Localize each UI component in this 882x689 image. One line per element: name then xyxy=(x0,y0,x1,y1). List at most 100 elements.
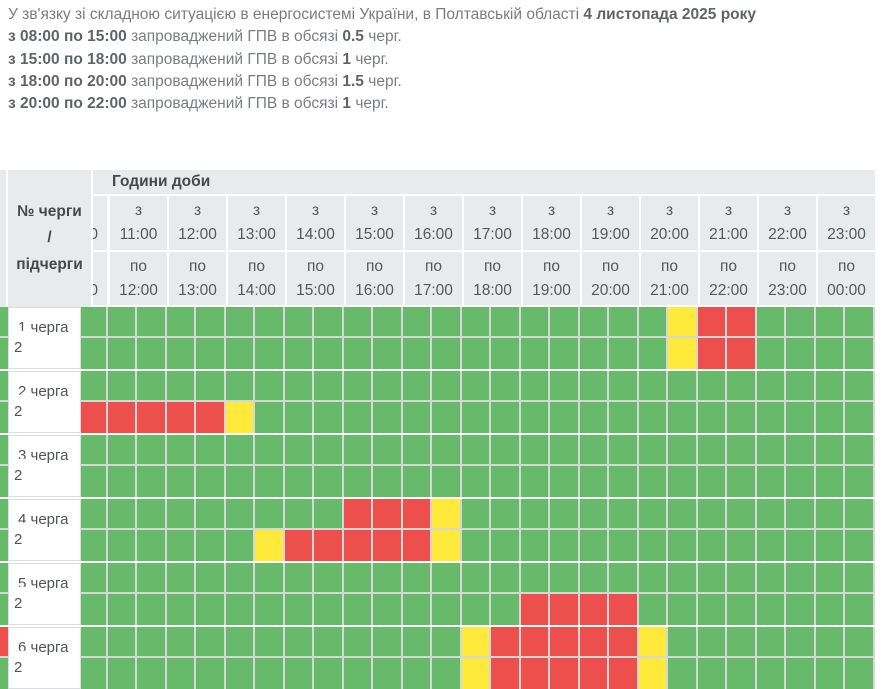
schedule-cell xyxy=(167,338,196,369)
schedule-cell xyxy=(580,435,609,466)
schedule-cell xyxy=(698,530,727,561)
schedule-cell xyxy=(845,499,875,530)
queue-block: 6 черга 2 xyxy=(0,627,875,689)
schedule-cell xyxy=(668,338,698,369)
schedule-cell xyxy=(314,338,344,369)
schedule-cell xyxy=(167,435,196,466)
queue-name: 3 черга xyxy=(18,447,69,464)
schedule-cell xyxy=(786,658,816,689)
queue-sub-number: 2 xyxy=(14,659,23,676)
queue-row xyxy=(0,371,875,402)
schedule-cell xyxy=(462,338,491,369)
schedule-cell xyxy=(432,594,462,625)
schedule-cell xyxy=(757,371,786,402)
schedule-cell xyxy=(108,594,137,625)
schedule-cell xyxy=(167,627,196,658)
schedule-cell xyxy=(81,594,108,625)
schedule-cell xyxy=(285,307,314,338)
intro-line-1-text: У зв'язку зі складною ситуацією в енерго… xyxy=(8,6,580,23)
schedule-cell xyxy=(432,658,462,689)
schedule-cell xyxy=(196,658,226,689)
queue-row xyxy=(0,402,875,433)
schedule-cell xyxy=(255,658,285,689)
queue-name: 5 черга xyxy=(18,575,69,592)
schedule-cell xyxy=(491,563,521,594)
schedule-cell xyxy=(698,658,727,689)
schedule-cell xyxy=(550,627,580,658)
schedule-cell xyxy=(81,563,108,594)
schedule-cell xyxy=(255,371,285,402)
schedule-suffix: черг. xyxy=(355,95,389,113)
schedule-cell xyxy=(462,371,491,402)
schedule-cell xyxy=(786,402,816,433)
schedule-period: з 18:00 по 20:00 xyxy=(8,72,127,90)
schedule-cell xyxy=(727,402,757,433)
intro-text: У зв'язку зі складною ситуацією в енерго… xyxy=(8,4,756,115)
schedule-cell xyxy=(167,563,196,594)
queue-block: 5 черга 2 xyxy=(0,563,875,625)
schedule-cell xyxy=(550,307,580,338)
queue-number: 2 xyxy=(18,383,27,400)
schedule-cell xyxy=(167,658,196,689)
schedule-cell xyxy=(845,627,875,658)
schedule-cell xyxy=(668,627,698,658)
schedule-cell xyxy=(491,466,521,497)
queue-row xyxy=(0,530,875,561)
time-col-header: по 16:00 xyxy=(346,252,403,305)
schedule-cell xyxy=(226,563,255,594)
schedule-cell xyxy=(255,466,285,497)
queue-label: 2 черга 2 xyxy=(8,371,81,433)
schedule-cell xyxy=(137,594,167,625)
schedule-cell xyxy=(757,594,786,625)
schedule-cell xyxy=(521,499,550,530)
queue-label: 1 черга 2 xyxy=(8,307,81,369)
schedule-cell xyxy=(462,627,491,658)
schedule-cell xyxy=(373,594,403,625)
schedule-cell xyxy=(521,435,550,466)
schedule-cell xyxy=(550,499,580,530)
time-col-header: з 13:00 xyxy=(228,196,285,250)
schedule-cell xyxy=(698,627,727,658)
schedule-line-1: з 08:00 по 15:00 запроваджений ГПВ в обс… xyxy=(8,26,756,48)
schedule-cell xyxy=(314,627,344,658)
gpv-schedule-table[interactable]: № черги / підчерги Години доби з 10:00 з… xyxy=(0,170,882,689)
schedule-cell xyxy=(373,371,403,402)
schedule-cell xyxy=(845,594,875,625)
schedule-cell xyxy=(403,594,432,625)
schedule-cell xyxy=(403,530,432,561)
schedule-cell xyxy=(108,563,137,594)
schedule-cell xyxy=(727,466,757,497)
schedule-cell xyxy=(845,338,875,369)
queue-label: 6 черга 2 xyxy=(8,627,81,689)
schedule-cell xyxy=(816,435,845,466)
schedule-cell xyxy=(816,499,845,530)
schedule-cell xyxy=(698,371,727,402)
header-left-sliver xyxy=(0,170,6,307)
schedule-cell xyxy=(0,594,8,625)
schedule-cell xyxy=(0,563,8,594)
schedule-cell xyxy=(403,627,432,658)
schedule-cell xyxy=(314,466,344,497)
schedule-cell xyxy=(698,563,727,594)
schedule-cell xyxy=(757,627,786,658)
schedule-cell xyxy=(550,563,580,594)
schedule-cell xyxy=(757,530,786,561)
schedule-cell xyxy=(609,563,639,594)
schedule-cell xyxy=(609,307,639,338)
schedule-cell xyxy=(285,658,314,689)
schedule-cell xyxy=(609,658,639,689)
schedule-cell xyxy=(373,658,403,689)
schedule-cell xyxy=(255,402,285,433)
corner-line: № черги xyxy=(17,202,82,220)
schedule-cell xyxy=(816,371,845,402)
queue-number: 5 xyxy=(18,575,27,592)
schedule-cell xyxy=(226,307,255,338)
schedule-cell xyxy=(698,466,727,497)
schedule-cell xyxy=(432,371,462,402)
schedule-cell xyxy=(550,402,580,433)
time-col-header: по 18:00 xyxy=(464,252,521,305)
schedule-cell xyxy=(432,627,462,658)
schedule-cell xyxy=(609,402,639,433)
schedule-cell xyxy=(727,594,757,625)
queue-block: 2 черга 2 xyxy=(0,371,875,433)
